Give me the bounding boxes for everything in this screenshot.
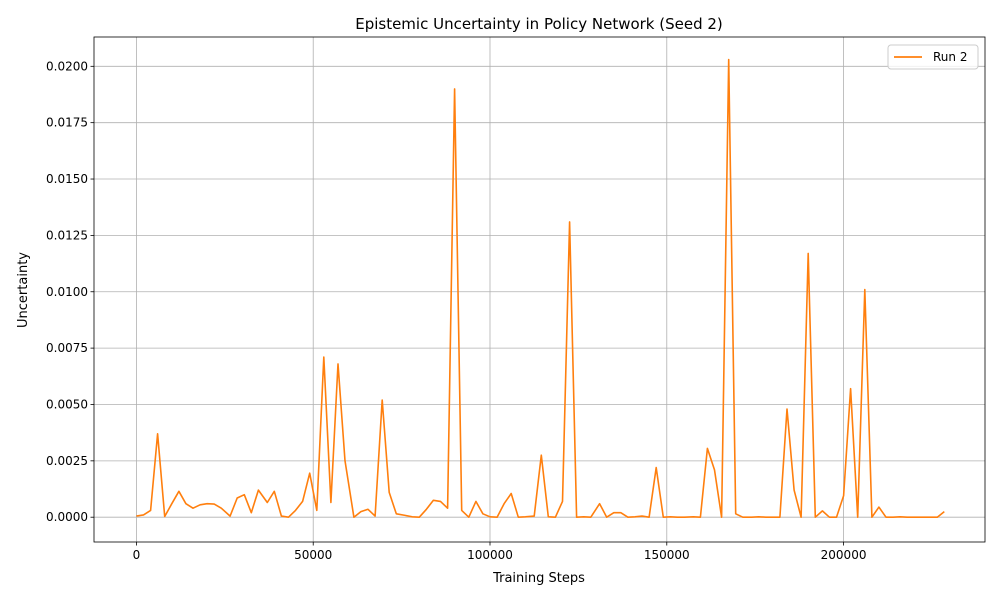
y-tick-label: 0.0150 <box>46 172 88 186</box>
x-tick-label: 50000 <box>294 548 332 562</box>
x-axis-title: Training Steps <box>492 571 585 586</box>
legend-box <box>887 44 979 70</box>
series-layer <box>136 58 945 518</box>
y-tick-label: 0.0125 <box>46 228 88 242</box>
y-tick-label: 0.0050 <box>46 397 88 411</box>
y-tick-label: 0.0000 <box>46 510 88 524</box>
plot-frame <box>93 36 986 543</box>
x-tick-label: 200000 <box>821 548 867 562</box>
y-tick-label: 0.0025 <box>46 454 88 468</box>
y-tick-label: 0.0075 <box>46 341 88 355</box>
y-tick-label: 0.0175 <box>46 116 88 130</box>
y-tick-label: 0.0200 <box>46 59 88 73</box>
series-line-run-2 <box>136 58 945 518</box>
x-tick-label: 100000 <box>467 548 513 562</box>
grid-layer <box>94 37 985 542</box>
y-tick-label: 0.0100 <box>46 285 88 299</box>
x-tick-label: 150000 <box>644 548 690 562</box>
legend: Run 2 <box>887 44 979 70</box>
y-axis-title: Uncertainty <box>16 252 31 328</box>
x-tick-label: 0 <box>133 548 141 562</box>
legend-label-run-2: Run 2 <box>933 50 967 64</box>
tick-layer: 0 50000 100000 150000 200000 0.0000 0.0025 0.00… <box>46 59 866 562</box>
chart-title: Epistemic Uncertainty in Policy Network … <box>355 15 723 33</box>
